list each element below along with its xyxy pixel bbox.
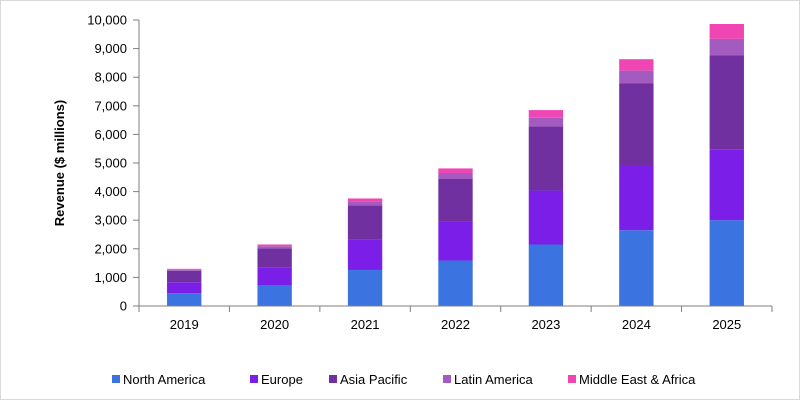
y-axis-ticks: 0 1,000 2,000 3,000 4,000 5,000 6,000 7,000 8,00… [87,13,139,314]
x-tick-label: 2021 [351,317,380,332]
legend: North America Europe Asia Pacific Latin Ame… [112,372,696,387]
bar-2020-asia-pacific [257,248,292,268]
bar-2021-north-america [347,269,383,306]
bar-2024-europe [619,165,654,231]
bar-2025-north-america [709,220,744,306]
bar-2020-north-america [257,285,292,306]
x-tick-label: 2019 [170,317,199,332]
legend-label: Europe [261,372,303,387]
x-tick-label: 2024 [622,317,651,332]
bar-2025-europe [709,149,744,221]
bar-2019-latin-america [167,269,202,271]
x-tick-label: 2020 [260,317,289,332]
bar-2022-latin-america [438,173,473,180]
bar-2025-latin-america [709,38,744,56]
legend-label: North America [123,372,206,387]
bar-2023-middle-east-africa [528,110,564,118]
bar-2024-middle-east-africa [619,59,654,71]
bar-2025-asia-pacific [709,55,744,150]
legend-swatch [443,375,451,383]
y-tick-label: 0 [120,299,127,314]
bar-2023-europe [528,190,564,245]
bar-2022-europe [438,221,473,261]
y-tick-label: 8,000 [94,70,127,85]
legend-swatch [112,375,120,383]
y-tick-label: 4,000 [94,184,127,199]
bar-2024-latin-america [619,70,654,84]
y-tick-label: 6,000 [94,127,127,142]
x-axis-ticks: 2019 2020 2021 2022 2023 2024 2025 [138,306,773,332]
bar-2019-europe [167,282,202,294]
x-tick-label: 2022 [441,317,470,332]
bar-2020-middle-east-africa [257,244,292,247]
bar-2024-north-america [619,230,654,306]
bar-2021-europe [347,239,383,270]
bar-2020-europe [257,267,292,286]
legend-label: Latin America [454,372,534,387]
bar-2021-middle-east-africa [347,198,383,202]
legend-swatch [329,375,337,383]
axes [138,20,772,307]
y-tick-label: 7,000 [94,98,127,113]
legend-label: Asia Pacific [340,372,408,387]
y-tick-label: 9,000 [94,41,127,56]
y-tick-label: 2,000 [94,241,127,256]
x-tick-label: 2023 [531,317,560,332]
bar-2021-asia-pacific [347,205,383,240]
legend-swatch [568,375,576,383]
bar-2022-asia-pacific [438,179,473,222]
bar-2023-latin-america [528,117,564,127]
bars [167,24,744,306]
y-tick-label: 1,000 [94,270,127,285]
y-tick-label: 5,000 [94,156,127,171]
y-axis-label: Revenue ($ millions) [52,100,67,226]
bar-2019-middle-east-africa [167,268,202,270]
bar-2020-latin-america [257,246,292,249]
legend-swatch [250,375,258,383]
bar-2025-middle-east-africa [709,24,744,39]
x-tick-label: 2025 [712,317,741,332]
bar-2022-middle-east-africa [438,168,473,174]
bar-2024-asia-pacific [619,83,654,166]
y-tick-label: 10,000 [87,13,127,28]
bar-2019-north-america [167,293,202,306]
y-tick-label: 3,000 [94,213,127,228]
legend-label: Middle East & Africa [579,372,696,387]
bar-2019-asia-pacific [167,270,202,283]
bar-2023-asia-pacific [528,126,564,191]
bar-2022-north-america [438,260,473,306]
bar-2023-north-america [528,244,564,306]
bar-2021-latin-america [347,201,383,206]
